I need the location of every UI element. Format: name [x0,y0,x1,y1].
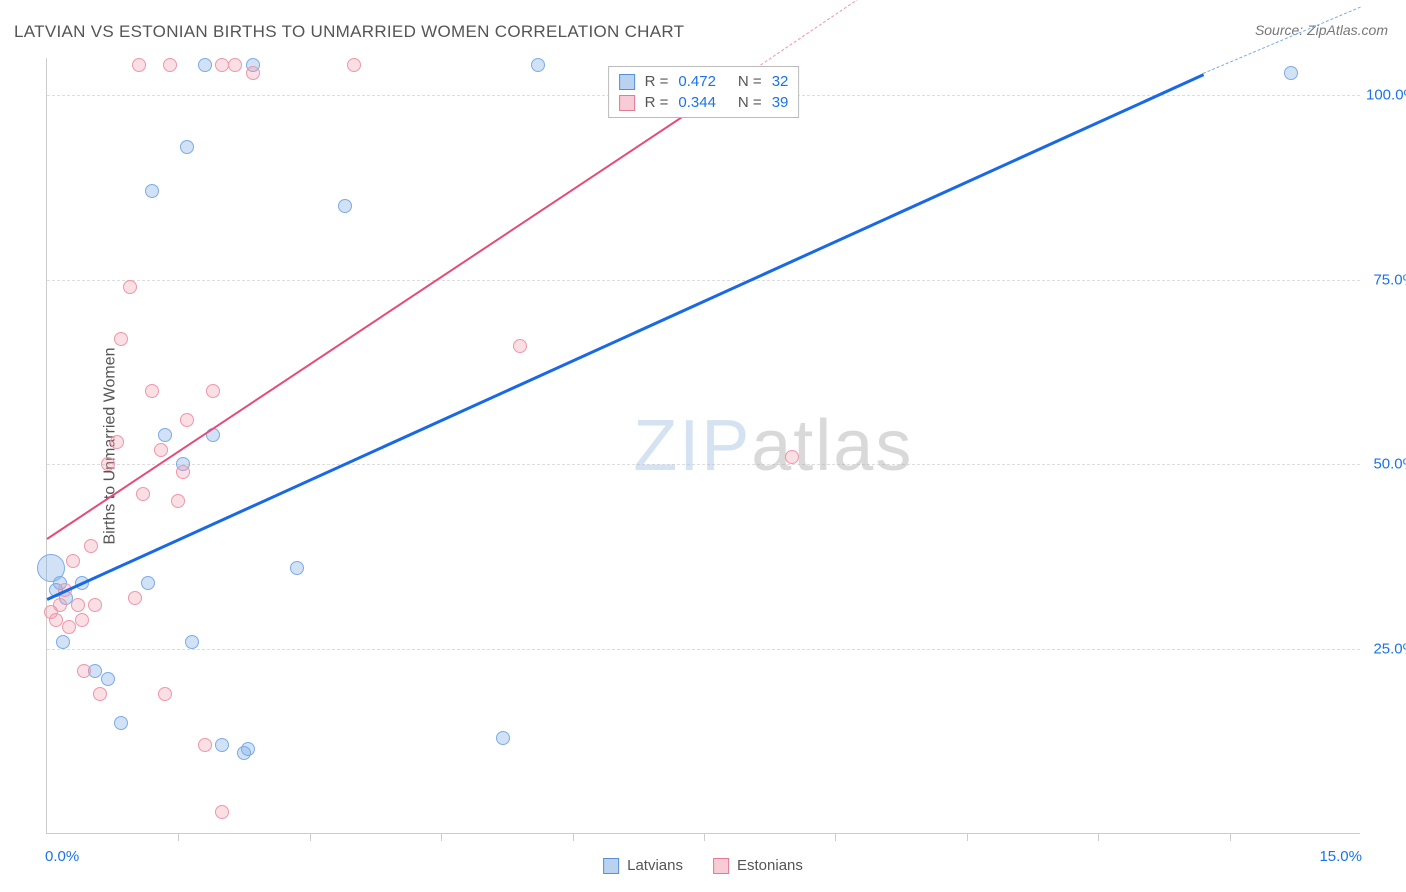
legend-swatch [713,858,729,874]
scatter-point [513,339,527,353]
x-tick-label: 0.0% [45,848,79,865]
gridline [47,280,1360,281]
scatter-point [215,738,229,752]
y-tick-label: 75.0% [1366,271,1406,288]
scatter-point [62,620,76,634]
scatter-point [158,428,172,442]
n-label: N = [738,94,762,111]
scatter-point [141,576,155,590]
x-tick [704,833,705,841]
x-tick [441,833,442,841]
y-tick-label: 50.0% [1366,456,1406,473]
scatter-point [145,384,159,398]
n-label: N = [738,73,762,90]
legend-item: Estonians [713,857,803,874]
legend-swatch [619,95,635,111]
gridline [47,649,1360,650]
scatter-point [176,465,190,479]
scatter-point [114,716,128,730]
scatter-point [171,494,185,508]
n-value: 39 [772,94,789,111]
scatter-point [88,598,102,612]
scatter-point [123,280,137,294]
x-tick [967,833,968,841]
legend-swatch [619,74,635,90]
scatter-point [290,561,304,575]
scatter-point [132,58,146,72]
scatter-point [75,613,89,627]
r-value: 0.472 [678,73,716,90]
scatter-point [180,140,194,154]
scatter-point [228,58,242,72]
trend-line-dash [748,0,880,74]
x-tick [310,833,311,841]
scatter-point [158,687,172,701]
scatter-point [145,184,159,198]
trend-line-dash [1203,6,1361,73]
scatter-point [241,742,255,756]
scatter-point [215,805,229,819]
x-tick [573,833,574,841]
scatter-point [1284,66,1298,80]
scatter-point [56,635,70,649]
scatter-point [163,58,177,72]
x-tick [835,833,836,841]
n-value: 32 [772,73,789,90]
legend-label: Estonians [737,857,803,874]
scatter-point [198,58,212,72]
y-tick-label: 25.0% [1366,641,1406,658]
legend-item: Latvians [603,857,683,874]
scatter-point [84,539,98,553]
legend-swatch [603,858,619,874]
trend-line [46,73,1203,600]
source-credit: Source: ZipAtlas.com [1255,22,1388,38]
scatter-point [785,450,799,464]
x-tick [1230,833,1231,841]
scatter-point [114,332,128,346]
scatter-point [154,443,168,457]
scatter-point [77,664,91,678]
plot-area: 25.0%50.0%75.0%100.0%0.0%15.0%R =0.472N … [46,58,1360,834]
scatter-point [496,731,510,745]
scatter-point [206,384,220,398]
bottom-legend: Latvians Estonians [603,857,803,874]
x-tick-label: 15.0% [1319,848,1362,865]
legend-label: Latvians [627,857,683,874]
scatter-point [347,58,361,72]
r-label: R = [645,94,669,111]
scatter-point [136,487,150,501]
gridline [47,464,1360,465]
scatter-point [180,413,194,427]
y-tick-label: 100.0% [1366,86,1406,103]
scatter-point [110,435,124,449]
scatter-point [531,58,545,72]
scatter-point [66,554,80,568]
chart-title: LATVIAN VS ESTONIAN BIRTHS TO UNMARRIED … [14,22,684,42]
scatter-point [246,66,260,80]
scatter-point [49,613,63,627]
stats-row: R = 0.472 N = 32 [619,71,789,92]
scatter-point [101,672,115,686]
scatter-point [215,58,229,72]
scatter-point [198,738,212,752]
trend-line [46,73,748,540]
scatter-point [71,598,85,612]
r-value: 0.344 [678,94,716,111]
x-tick [178,833,179,841]
r-label: R = [645,73,669,90]
stats-row: R = 0.344 N = 39 [619,92,789,113]
scatter-point [53,598,67,612]
scatter-point [128,591,142,605]
scatter-point [338,199,352,213]
x-tick [1098,833,1099,841]
stats-box: R = 0.472 N = 32 R = 0.344 N = 39 [608,66,800,118]
scatter-point [101,457,115,471]
scatter-point [185,635,199,649]
scatter-point [93,687,107,701]
